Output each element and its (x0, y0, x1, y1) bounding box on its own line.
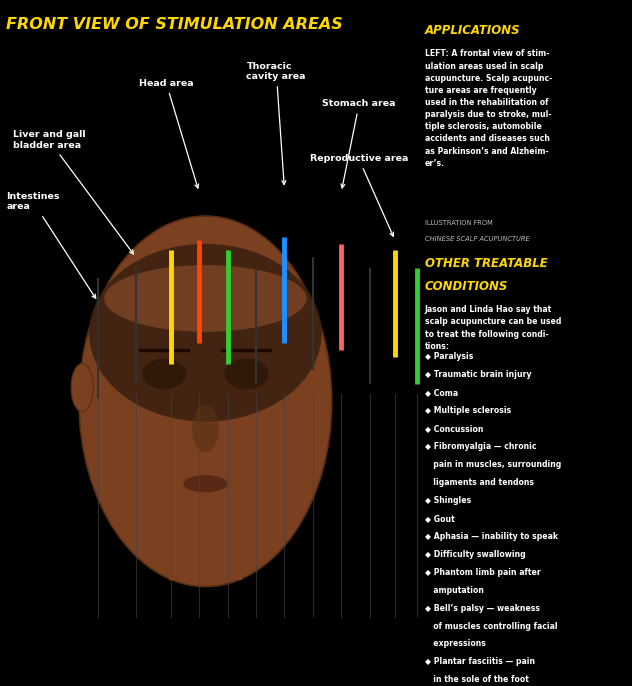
Text: ligaments and tendons: ligaments and tendons (425, 477, 533, 487)
Text: ◆ Bell’s palsy — weakness: ◆ Bell’s palsy — weakness (425, 604, 540, 613)
Text: pain in muscles, surrounding: pain in muscles, surrounding (425, 460, 561, 469)
Text: ◆ Paralysis: ◆ Paralysis (425, 352, 473, 361)
Text: APPLICATIONS: APPLICATIONS (425, 24, 520, 37)
Text: CHINESE SCALP ACUPUNCTURE: CHINESE SCALP ACUPUNCTURE (425, 236, 530, 242)
Text: CONDITIONS: CONDITIONS (425, 280, 508, 293)
Text: ◆ Difficulty swallowing: ◆ Difficulty swallowing (425, 549, 525, 558)
Text: LEFT: A frontal view of stim-
ulation areas used in scalp
acupuncture. Scalp acu: LEFT: A frontal view of stim- ulation ar… (425, 49, 552, 168)
Text: ◆ Gout: ◆ Gout (425, 514, 454, 523)
Text: ◆ Fibromyalgia — chronic: ◆ Fibromyalgia — chronic (425, 442, 536, 451)
Text: expressions: expressions (425, 639, 485, 648)
Text: amputation: amputation (425, 586, 483, 595)
Ellipse shape (142, 358, 186, 390)
Text: Reproductive area: Reproductive area (310, 154, 408, 236)
FancyBboxPatch shape (169, 490, 242, 580)
Text: Liver and gall
bladder area: Liver and gall bladder area (13, 130, 133, 254)
Text: in the sole of the foot: in the sole of the foot (425, 676, 528, 685)
Ellipse shape (224, 358, 269, 390)
Text: ◆ Aphasia — inability to speak: ◆ Aphasia — inability to speak (425, 532, 557, 541)
Ellipse shape (71, 364, 94, 412)
Text: Thoracic
cavity area: Thoracic cavity area (246, 62, 306, 185)
Text: OTHER TREATABLE: OTHER TREATABLE (425, 257, 547, 270)
Text: ◆ Multiple sclerosis: ◆ Multiple sclerosis (425, 406, 511, 415)
Text: ◆ Traumatic brain injury: ◆ Traumatic brain injury (425, 370, 532, 379)
Text: Stomach area: Stomach area (322, 99, 396, 188)
Text: ◆ Plantar fasciitis — pain: ◆ Plantar fasciitis — pain (425, 657, 535, 667)
Ellipse shape (79, 216, 332, 587)
Ellipse shape (192, 405, 219, 453)
Text: Intestines
area: Intestines area (6, 192, 95, 298)
Ellipse shape (104, 265, 307, 332)
Text: of muscles controlling facial: of muscles controlling facial (425, 622, 557, 630)
Text: FRONT VIEW OF STIMULATION AREAS: FRONT VIEW OF STIMULATION AREAS (6, 17, 343, 32)
Text: ◆ Phantom limb pain after: ◆ Phantom limb pain after (425, 567, 540, 577)
Text: Jason and Linda Hao say that
scalp acupuncture can be used
to treat the followin: Jason and Linda Hao say that scalp acupu… (425, 305, 561, 351)
Text: ILLUSTRATION FROM: ILLUSTRATION FROM (425, 220, 492, 226)
Text: Head area: Head area (139, 79, 198, 188)
Text: ◆ Shingles: ◆ Shingles (425, 496, 471, 505)
Text: ◆ Concussion: ◆ Concussion (425, 424, 483, 433)
Ellipse shape (183, 475, 228, 493)
Ellipse shape (89, 244, 322, 422)
Text: ◆ Coma: ◆ Coma (425, 388, 458, 397)
